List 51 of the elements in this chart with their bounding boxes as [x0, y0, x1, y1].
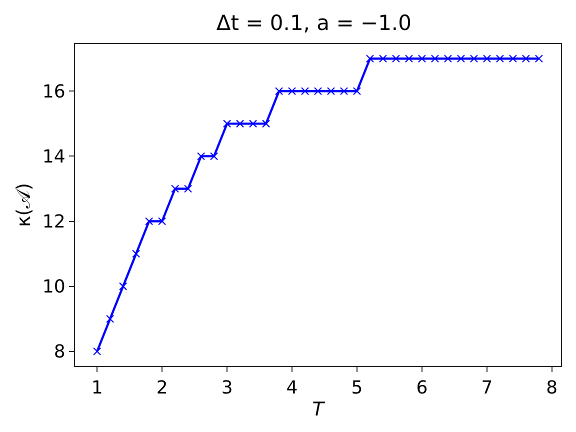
point	[418, 54, 426, 63]
point	[119, 282, 128, 290]
x-tick-label: 4	[286, 378, 298, 399]
point	[300, 87, 310, 96]
y-tick-label: 16	[42, 81, 66, 102]
point	[248, 120, 258, 128]
point	[262, 120, 270, 128]
point	[340, 87, 348, 96]
point	[378, 54, 388, 63]
point	[145, 217, 154, 226]
point	[158, 217, 166, 226]
x-axis-title: T	[312, 398, 326, 420]
point	[508, 54, 517, 63]
point	[171, 184, 180, 193]
x-tick-label: 3	[221, 378, 233, 399]
point	[93, 347, 102, 356]
point	[236, 120, 244, 128]
point	[326, 87, 336, 96]
x-tick-label: 2	[156, 378, 168, 399]
y-tick-label: 14	[42, 146, 66, 168]
y-tick-label: 8	[54, 342, 66, 363]
chart-title: Δt = 0.1, a = −1.0	[216, 10, 412, 35]
point	[482, 54, 491, 63]
y-tick-label: 12	[42, 212, 66, 233]
point	[496, 54, 504, 63]
point	[456, 54, 465, 63]
x-tick-label: 8	[546, 378, 558, 399]
point	[534, 54, 543, 63]
point	[444, 54, 452, 63]
point	[314, 87, 322, 96]
y-axis-title: κ(𝒜)	[13, 182, 36, 228]
x-tick-label: 5	[351, 378, 363, 399]
y-tick-label: 10	[42, 276, 66, 298]
point	[274, 87, 284, 96]
point	[366, 54, 374, 63]
point	[210, 152, 218, 160]
point	[106, 314, 114, 323]
point	[288, 87, 296, 96]
point	[132, 250, 140, 258]
point	[522, 54, 530, 63]
x-tick-label: 6	[416, 378, 428, 399]
point	[352, 87, 362, 96]
point	[392, 54, 400, 63]
point	[430, 54, 439, 63]
point	[222, 120, 232, 128]
point	[404, 54, 414, 63]
point	[470, 54, 478, 63]
x-tick-label: 1	[91, 378, 103, 399]
point	[197, 152, 206, 160]
x-tick-label: 7	[481, 378, 493, 399]
point	[184, 184, 192, 193]
